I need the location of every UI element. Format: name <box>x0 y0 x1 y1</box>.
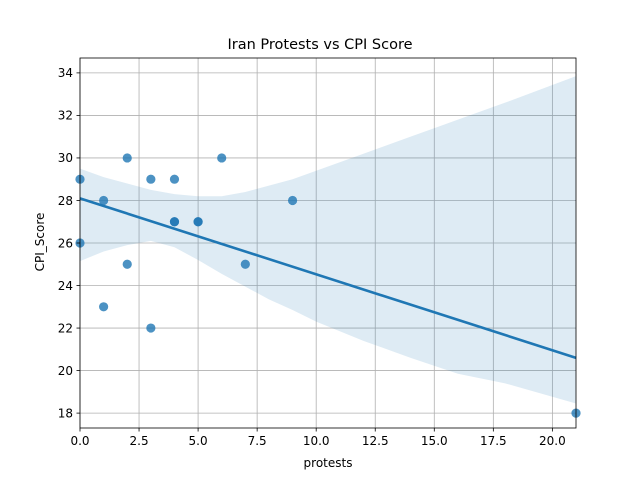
data-point <box>146 323 156 333</box>
chart-title: Iran Protests vs CPI Score <box>227 37 412 53</box>
axis-ticks: 0.0 2.5 5.0 7.5 10.0 12.5 15.0 17.5 20.0 18 20 22 24… <box>58 66 566 448</box>
regression-line <box>79 197 577 360</box>
data-point <box>99 302 109 312</box>
confidence-band-layer <box>80 76 576 404</box>
y-tick-label: 30 <box>58 151 73 165</box>
confidence-band <box>80 76 576 404</box>
regression-line-layer <box>79 197 577 360</box>
data-point <box>240 259 250 269</box>
y-tick-label: 34 <box>58 66 73 80</box>
y-tick-label: 20 <box>58 364 73 378</box>
x-tick-label: 17.5 <box>480 434 507 448</box>
y-tick-label: 28 <box>58 194 73 208</box>
y-tick-label: 18 <box>58 406 73 420</box>
data-point <box>287 195 298 206</box>
x-tick-label: 0.0 <box>70 434 89 448</box>
y-tick-label: 22 <box>58 321 73 335</box>
data-point <box>122 153 132 163</box>
data-point <box>169 217 180 227</box>
data-point <box>193 217 203 227</box>
data-points <box>75 153 581 418</box>
x-tick-label: 20.0 <box>539 434 566 448</box>
data-point <box>122 259 132 269</box>
x-tick-label: 2.5 <box>130 434 149 448</box>
y-tick-label: 32 <box>58 109 73 123</box>
x-axis-label: protests <box>304 456 353 470</box>
y-tick-label: 24 <box>58 279 73 293</box>
data-point <box>146 174 156 184</box>
x-tick-label: 5.0 <box>189 434 208 448</box>
y-axis-label: CPI_Score <box>33 213 47 272</box>
data-point <box>217 153 227 163</box>
data-point <box>99 195 109 206</box>
x-tick-label: 7.5 <box>248 434 267 448</box>
data-point <box>169 174 180 184</box>
y-tick-label: 26 <box>58 236 73 250</box>
x-tick-label: 12.5 <box>362 434 389 448</box>
x-tick-label: 10.0 <box>303 434 330 448</box>
grid <box>79 58 576 428</box>
x-tick-label: 15.0 <box>421 434 448 448</box>
